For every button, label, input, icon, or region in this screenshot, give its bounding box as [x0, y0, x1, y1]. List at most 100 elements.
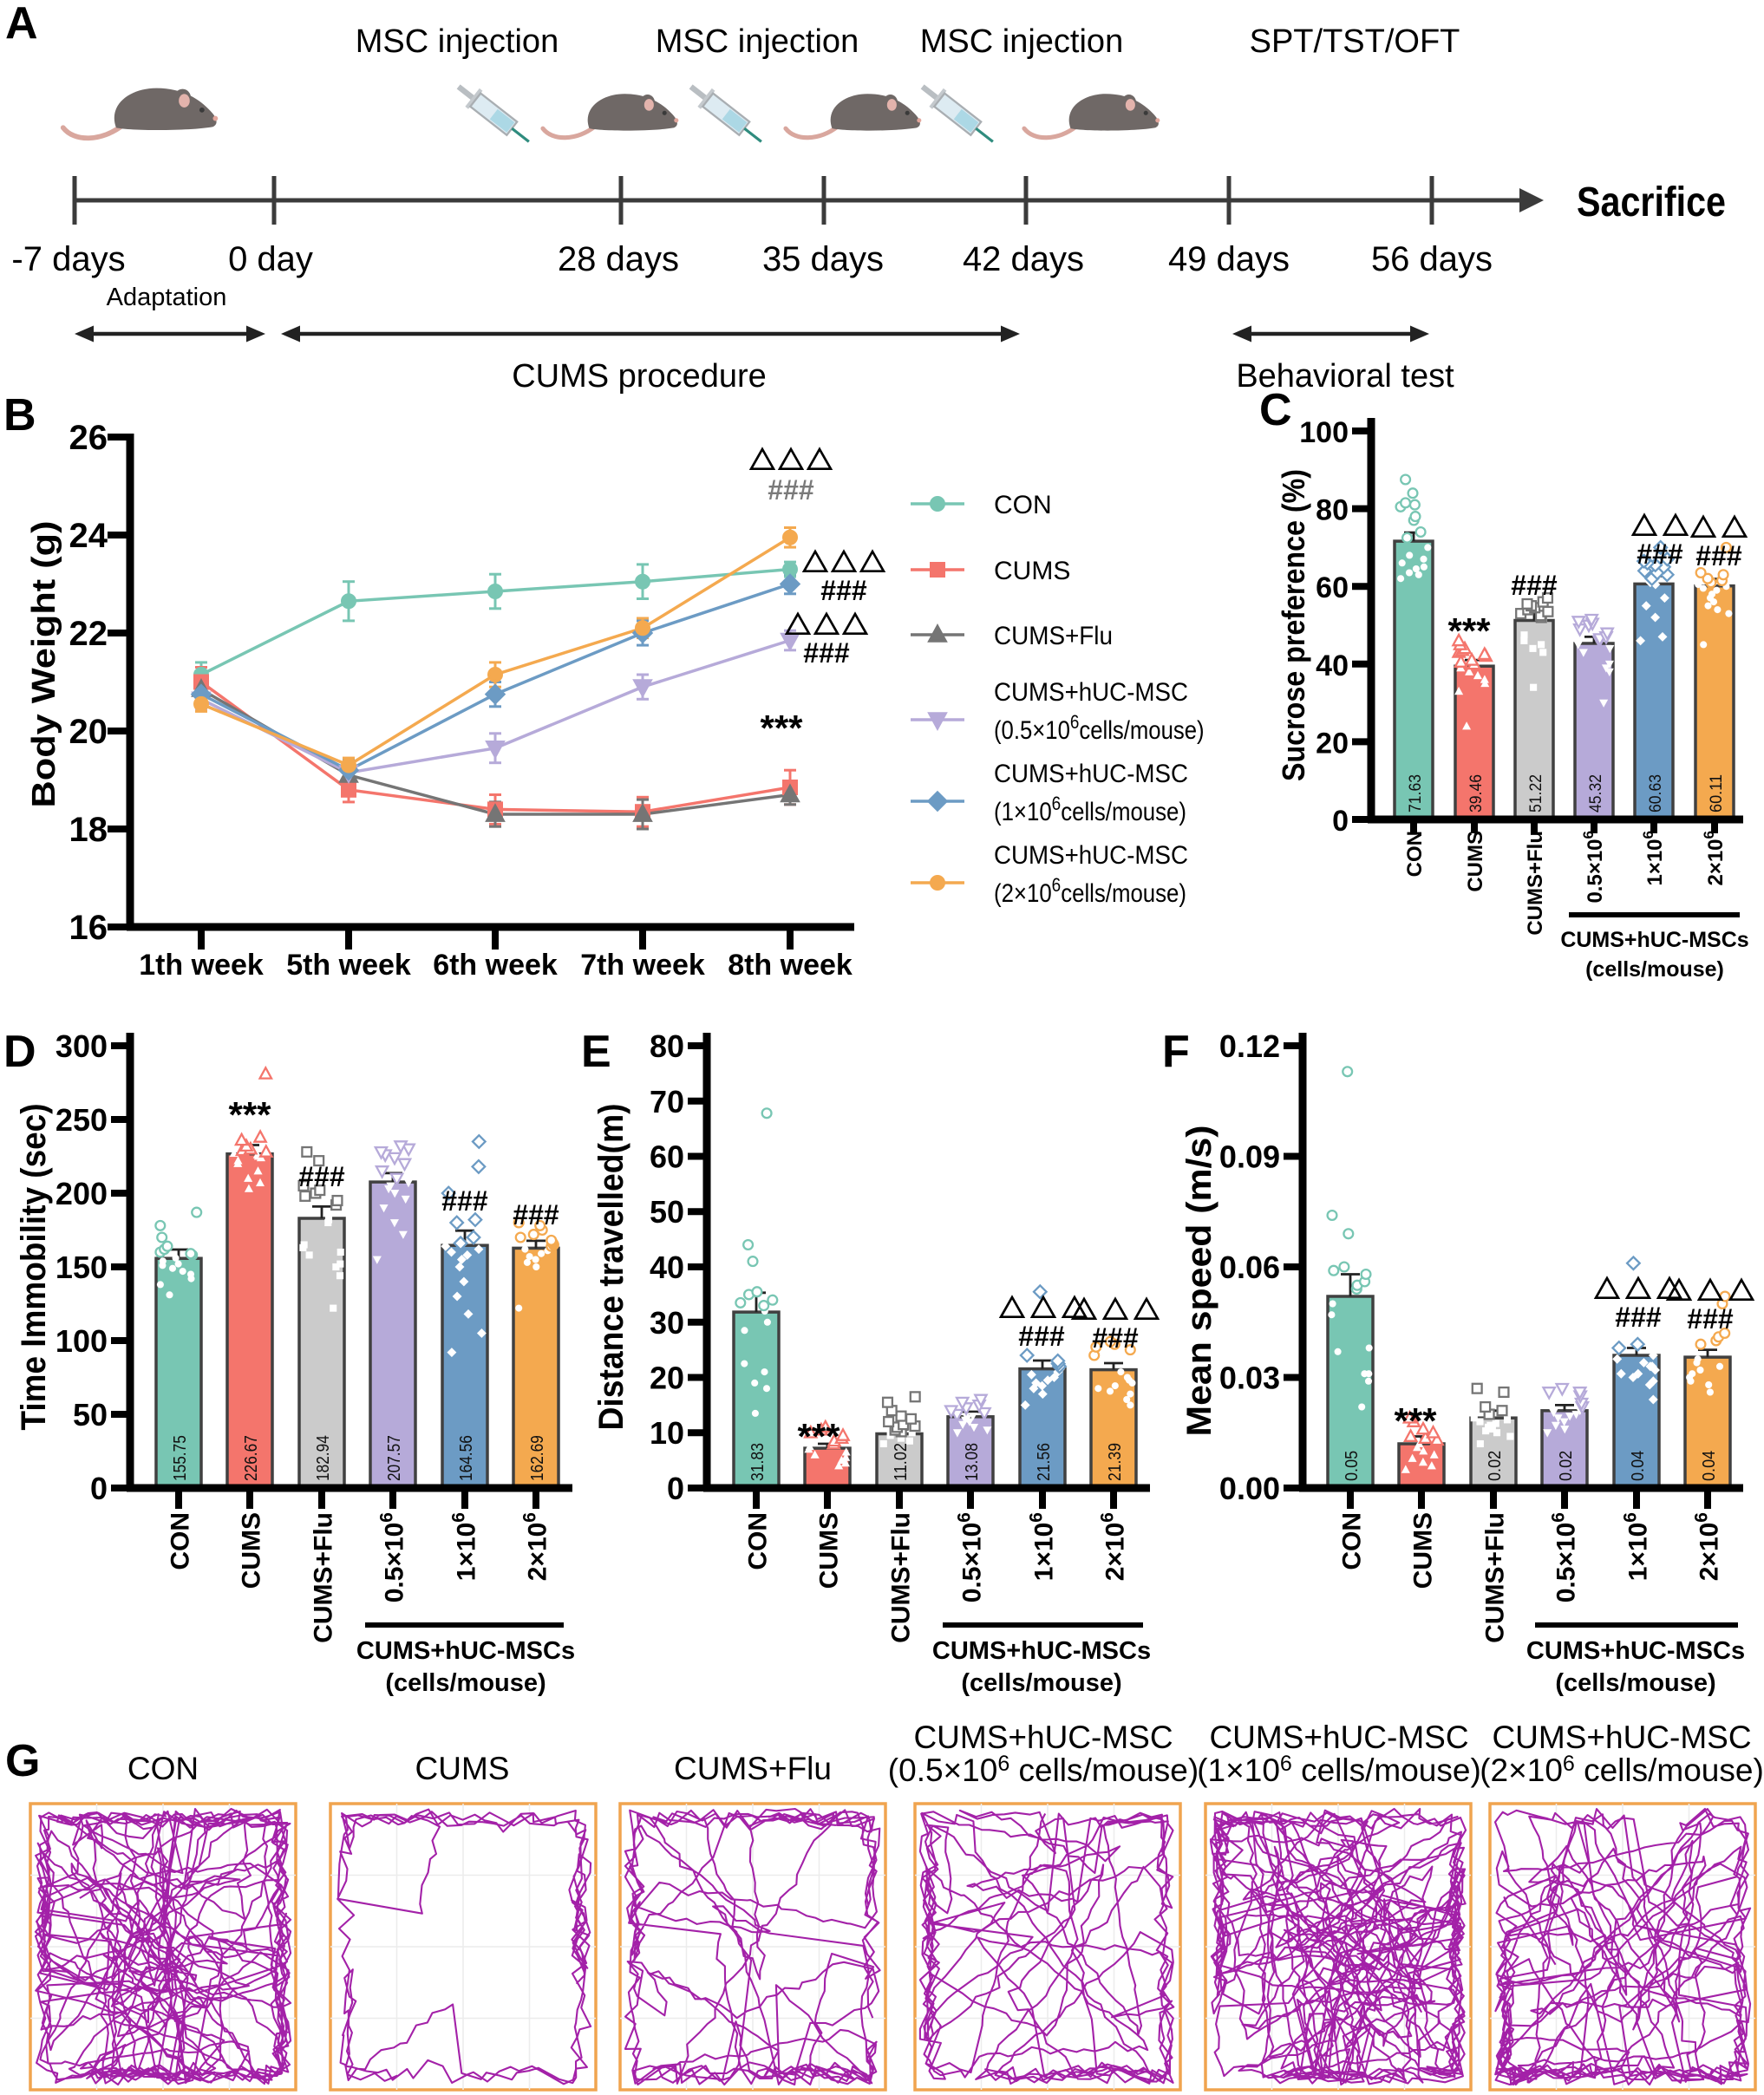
svg-text:MSC injection: MSC injection — [656, 23, 859, 60]
svg-text:10: 10 — [650, 1415, 684, 1451]
svg-text:CUMS: CUMS — [415, 1751, 510, 1786]
svg-text:182.94: 182.94 — [314, 1435, 333, 1481]
svg-text:71.63: 71.63 — [1407, 774, 1425, 813]
svg-text:5th week: 5th week — [286, 949, 411, 982]
svg-text:7th week: 7th week — [580, 949, 705, 982]
svg-text:0.09: 0.09 — [1219, 1139, 1280, 1175]
svg-text:CUMS: CUMS — [1464, 831, 1487, 892]
svg-text:2×106: 2×106 — [1701, 831, 1728, 886]
svg-text:0: 0 — [1332, 805, 1349, 838]
svg-text:2×106: 2×106 — [1691, 1512, 1723, 1581]
svg-text:CON: CON — [1337, 1512, 1366, 1570]
svg-text:***: *** — [760, 708, 803, 748]
svg-text:CUMS+hUC-MSC: CUMS+hUC-MSC — [994, 678, 1188, 707]
svg-text:CUMS+Flu: CUMS+Flu — [1524, 831, 1547, 936]
svg-text:Mean speed (m/s): Mean speed (m/s) — [1180, 1126, 1218, 1437]
svg-text:31.83: 31.83 — [748, 1443, 768, 1481]
svg-text:CUMS+hUC-MSC: CUMS+hUC-MSC — [1209, 1720, 1468, 1755]
svg-text:CUMS+Flu: CUMS+Flu — [994, 622, 1113, 650]
svg-text:###: ### — [1018, 1321, 1065, 1352]
svg-text:(cells/mouse): (cells/mouse) — [1585, 957, 1724, 982]
svg-text:2×106: 2×106 — [1097, 1512, 1129, 1581]
svg-text:42 days: 42 days — [963, 240, 1084, 278]
svg-text:0.5×106: 0.5×106 — [1580, 831, 1607, 904]
svg-text:28 days: 28 days — [558, 240, 679, 278]
svg-text:0.02: 0.02 — [1486, 1451, 1505, 1481]
svg-text:###: ### — [1615, 1302, 1662, 1333]
svg-text:21.56: 21.56 — [1035, 1443, 1054, 1481]
svg-text:0.04: 0.04 — [1700, 1451, 1719, 1481]
svg-text:49 days: 49 days — [1168, 240, 1290, 278]
svg-text:40: 40 — [650, 1250, 684, 1285]
svg-text:CON: CON — [166, 1512, 194, 1570]
svg-text:0.5×106: 0.5×106 — [954, 1512, 986, 1602]
svg-text:###: ### — [1637, 538, 1683, 570]
svg-text:###: ### — [441, 1185, 488, 1217]
svg-text:D: D — [3, 1027, 36, 1077]
svg-text:###: ### — [768, 474, 814, 506]
svg-text:21.39: 21.39 — [1106, 1443, 1125, 1481]
svg-text:1×106: 1×106 — [1640, 831, 1667, 886]
svg-text:CUMS+hUC-MSC: CUMS+hUC-MSC — [913, 1720, 1173, 1755]
svg-text:G: G — [5, 1736, 40, 1786]
svg-text:1×106: 1×106 — [448, 1512, 480, 1581]
svg-text:Body Weight (g): Body Weight (g) — [26, 521, 62, 808]
svg-text:Time Immobility (sec): Time Immobility (sec) — [15, 1104, 53, 1431]
svg-text:24: 24 — [69, 517, 108, 555]
svg-text:CUMS+Flu: CUMS+Flu — [674, 1751, 832, 1786]
svg-text:60.63: 60.63 — [1647, 774, 1665, 813]
svg-text:SPT/TST/OFT: SPT/TST/OFT — [1250, 23, 1460, 60]
svg-text:CUMS+hUC-MSCs: CUMS+hUC-MSCs — [1560, 928, 1748, 952]
svg-text:18: 18 — [69, 811, 108, 849]
svg-text:164.56: 164.56 — [457, 1435, 476, 1481]
svg-text:CUMS procedure: CUMS procedure — [512, 358, 767, 395]
svg-text:0.05: 0.05 — [1343, 1451, 1362, 1481]
svg-text:0.04: 0.04 — [1629, 1451, 1648, 1481]
svg-text:CUMS+hUC-MSC: CUMS+hUC-MSC — [1492, 1720, 1751, 1755]
svg-text:CON: CON — [994, 491, 1052, 519]
svg-text:8th week: 8th week — [728, 949, 853, 982]
svg-text:60: 60 — [650, 1139, 684, 1175]
svg-text:CUMS+Flu: CUMS+Flu — [309, 1512, 337, 1643]
svg-text:1×106: 1×106 — [1620, 1512, 1652, 1581]
svg-text:0: 0 — [667, 1471, 684, 1506]
svg-text:CUMS: CUMS — [814, 1512, 843, 1589]
svg-text:Adaptation: Adaptation — [107, 284, 227, 311]
svg-text:60.11: 60.11 — [1708, 774, 1726, 813]
svg-text:16: 16 — [69, 909, 108, 947]
svg-text:0.06: 0.06 — [1219, 1250, 1280, 1285]
svg-text:51.22: 51.22 — [1527, 774, 1545, 813]
svg-text:0.00: 0.00 — [1219, 1471, 1280, 1506]
svg-text:150: 150 — [56, 1250, 108, 1285]
svg-text:CUMS+hUC-MSC: CUMS+hUC-MSC — [994, 841, 1188, 870]
svg-text:***: *** — [1447, 610, 1491, 651]
svg-text:***: *** — [1394, 1400, 1437, 1441]
svg-text:100: 100 — [1299, 416, 1349, 449]
svg-text:###: ### — [1687, 1303, 1734, 1335]
svg-text:CUMS+Flu: CUMS+Flu — [886, 1512, 915, 1643]
svg-text:1th week: 1th week — [139, 949, 264, 982]
svg-text:80: 80 — [1316, 494, 1349, 527]
svg-text:(1×106 cells/mouse): (1×106 cells/mouse) — [1197, 1752, 1481, 1788]
svg-text:(0.5×106 cells/mouse): (0.5×106 cells/mouse) — [888, 1752, 1199, 1788]
svg-text:Behavioral test: Behavioral test — [1236, 358, 1454, 395]
svg-text:162.69: 162.69 — [528, 1435, 547, 1481]
svg-text:CUMS+hUC-MSC: CUMS+hUC-MSC — [994, 760, 1188, 788]
svg-text:***: *** — [228, 1094, 271, 1135]
svg-text:Distance travelled(m): Distance travelled(m) — [592, 1104, 630, 1431]
svg-text:26: 26 — [69, 419, 108, 457]
svg-text:6th week: 6th week — [433, 949, 558, 982]
svg-text:###: ### — [298, 1161, 345, 1192]
svg-text:13.08: 13.08 — [963, 1443, 982, 1481]
svg-text:70: 70 — [650, 1084, 684, 1119]
svg-text:CUMS: CUMS — [1408, 1512, 1437, 1589]
svg-text:0.5×106: 0.5×106 — [1548, 1512, 1580, 1602]
svg-text:Sacrifice: Sacrifice — [1577, 179, 1726, 225]
svg-text:200: 200 — [56, 1176, 108, 1211]
svg-text:###: ### — [513, 1199, 559, 1230]
svg-text:CUMS+hUC-MSCs: CUMS+hUC-MSCs — [932, 1637, 1151, 1665]
svg-text:0 day: 0 day — [228, 240, 313, 278]
svg-text:20: 20 — [650, 1361, 684, 1396]
svg-text:300: 300 — [56, 1028, 108, 1064]
svg-text:(cells/mouse): (cells/mouse) — [961, 1669, 1121, 1697]
